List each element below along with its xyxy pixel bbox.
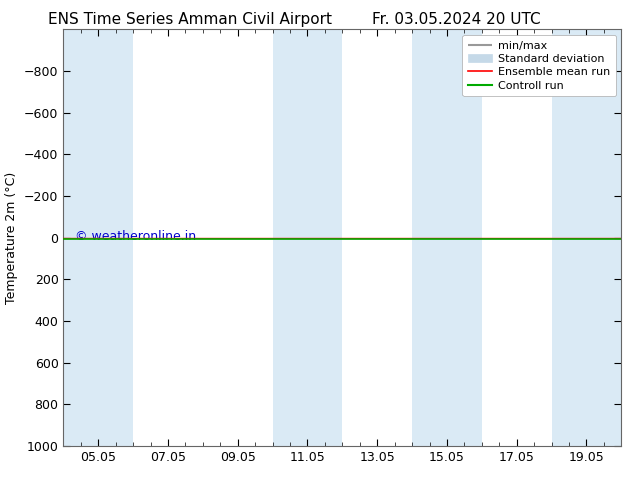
Bar <box>63 29 133 446</box>
Bar <box>273 29 342 446</box>
Text: Fr. 03.05.2024 20 UTC: Fr. 03.05.2024 20 UTC <box>372 12 541 27</box>
Bar <box>552 29 621 446</box>
Text: © weatheronline.in: © weatheronline.in <box>75 230 196 244</box>
Y-axis label: Temperature 2m (°C): Temperature 2m (°C) <box>6 172 18 304</box>
Text: ENS Time Series Amman Civil Airport: ENS Time Series Amman Civil Airport <box>48 12 332 27</box>
Bar <box>412 29 482 446</box>
Legend: min/max, Standard deviation, Ensemble mean run, Controll run: min/max, Standard deviation, Ensemble me… <box>462 35 616 96</box>
